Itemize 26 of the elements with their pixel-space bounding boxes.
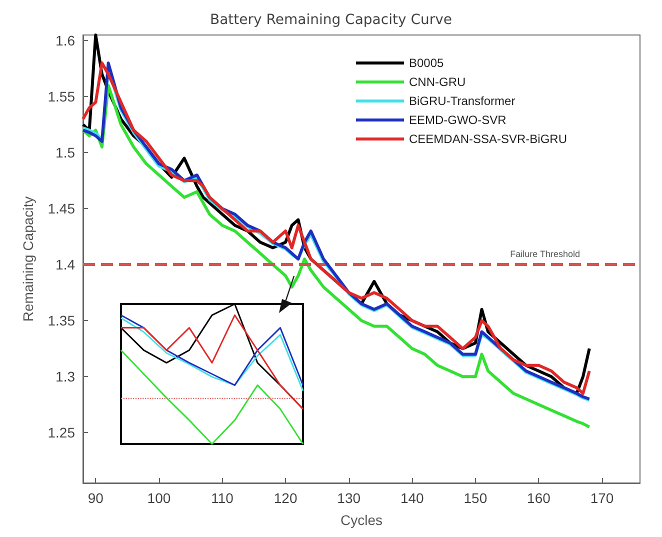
y-tick-label: 1.45: [48, 200, 76, 217]
y-tick-label: 1.4: [56, 256, 76, 273]
x-tick-label: 120: [274, 490, 298, 506]
x-tick-label: 100: [147, 490, 171, 506]
x-tick-label: 140: [400, 490, 424, 506]
legend-label: CNN-GRU: [408, 75, 466, 89]
x-tick-label: 150: [464, 490, 488, 506]
y-tick-label: 1.35: [48, 312, 76, 329]
x-axis-title: Cycles: [340, 512, 383, 528]
y-tick-label: 1.25: [48, 424, 76, 441]
y-tick-label: 1.6: [56, 32, 76, 49]
y-axis-title: Remaining Capacity: [20, 196, 36, 322]
chart-title: Battery Remaining Capacity Curve: [210, 12, 452, 28]
x-tick-label: 130: [337, 490, 361, 506]
ref-line-label: Failure Threshold: [510, 249, 580, 260]
legend-label: B0005: [408, 56, 444, 70]
legend-label: EEMD-GWO-SVR: [408, 113, 507, 127]
x-tick-label: 90: [88, 490, 104, 506]
y-tick-label: 1.3: [56, 368, 76, 385]
x-tick-label: 160: [527, 490, 551, 506]
legend-label: CEEMDAN-SSA-SVR-BiGRU: [408, 132, 567, 146]
x-tick-label: 170: [590, 490, 614, 506]
y-tick-label: 1.5: [56, 144, 76, 161]
x-tick-label: 110: [211, 490, 234, 506]
legend-label: BiGRU-Transformer: [408, 94, 516, 108]
y-tick-label: 1.55: [48, 88, 76, 105]
